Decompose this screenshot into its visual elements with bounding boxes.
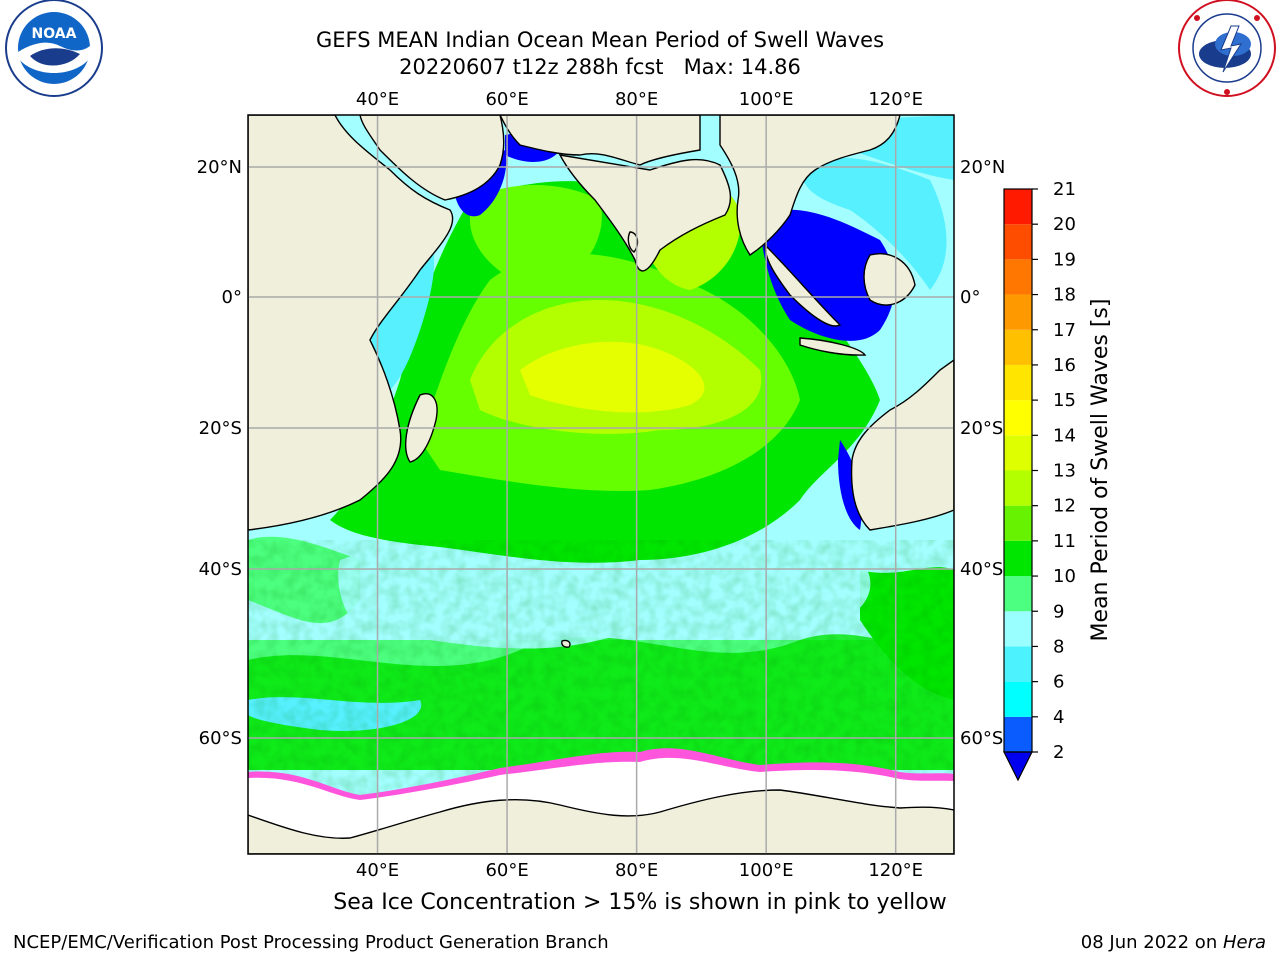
sea-ice-note: Sea Ice Concentration > 15% is shown in … [333, 890, 947, 915]
colorbar-swatch-14 [1004, 224, 1032, 260]
colorbar-tick-label-14: 19 [1053, 249, 1076, 270]
lon-label-top-0: 40°E [356, 89, 399, 110]
colorbar-swatch-8 [1004, 435, 1032, 471]
colorbar-swatch-10 [1004, 364, 1032, 401]
colorbar-tick-label-6: 11 [1053, 531, 1076, 552]
lat-label-right-4: 60°S [960, 728, 1003, 749]
noaa-logo: NOAA [5, 0, 103, 97]
footer-host: Hera [1222, 932, 1266, 953]
colorbar: 2 4 6 8 9 10 11 12 13 14 15 16 17 18 19 20 21 [1003, 179, 1076, 782]
java-landmass [799, 337, 867, 356]
se-asia-landmass [719, 115, 901, 256]
iran-landmass [499, 115, 701, 166]
colorbar-swatch-11 [1004, 329, 1032, 365]
noaa-logo-text: NOAA [32, 26, 77, 42]
colorbar-tick-label-5: 10 [1053, 566, 1076, 587]
lat-label-left-2: 20°S [199, 418, 242, 439]
lon-label-bottom-4: 120°E [868, 860, 923, 881]
colorbar-swatch-0 [1004, 716, 1032, 752]
footer-branch: NCEP/EMC/Verification Post Processing Pr… [13, 932, 609, 953]
colorbar-tick-label-7: 12 [1053, 496, 1076, 517]
arabian-sea-swell [470, 185, 602, 290]
antarctica-landmass [248, 789, 954, 854]
colorbar-tick-label-2: 6 [1053, 672, 1064, 693]
map-frame [247, 114, 955, 855]
lon-label-bottom-2: 80°E [615, 860, 658, 881]
lon-label-bottom-0: 40°E [356, 860, 399, 881]
land-masses [248, 115, 954, 854]
sri-lanka-landmass [627, 231, 639, 253]
lon-label-bottom-3: 100°E [739, 860, 794, 881]
colorbar-swatch-6 [1004, 505, 1032, 541]
colorbar-tick-label-15: 20 [1053, 214, 1076, 235]
colorbar-tick-label-10: 15 [1053, 390, 1076, 411]
colorbar-tick-label-4: 9 [1053, 601, 1064, 622]
map-axis-labels: 40°E 40°E 60°E 60°E 80°E 80°E 100°E 100°E 120°E 1… [197, 89, 1006, 881]
lat-label-left-1: 0° [222, 287, 242, 308]
colorbar-swatch-4 [1004, 576, 1032, 612]
colorbar-tick-label-11: 16 [1053, 355, 1076, 376]
nws-logo [1178, 0, 1276, 97]
colorbar-swatch-13 [1004, 259, 1032, 295]
colorbar-tick-label-9: 14 [1053, 425, 1076, 446]
footer-date: 08 Jun 2022 on Hera [1081, 932, 1266, 953]
colorbar-swatch-7 [1004, 470, 1032, 506]
lat-label-left-3: 40°S [199, 559, 242, 580]
colorbar-swatch-15 [1004, 189, 1032, 225]
lon-label-bottom-1: 60°E [485, 860, 528, 881]
lon-label-top-2: 80°E [615, 89, 658, 110]
somali-coast-swell [370, 240, 435, 390]
colorbar-swatch-1 [1004, 681, 1032, 717]
central-swell-max [520, 341, 705, 413]
lon-label-top-1: 60°E [485, 89, 528, 110]
lon-label-top-4: 120°E [868, 89, 923, 110]
lat-label-right-3: 40°S [960, 559, 1003, 580]
colorbar-extend-arrow [1003, 751, 1033, 782]
colorbar-swatch-3 [1004, 611, 1032, 647]
colorbar-swatch-12 [1004, 294, 1032, 330]
colorbar-swatch-2 [1004, 646, 1032, 682]
sumatra-landmass [764, 243, 842, 327]
colorbar-tick-label-16: 21 [1053, 179, 1076, 200]
colorbar-tick-label-3: 8 [1053, 636, 1064, 657]
lat-label-left-0: 20°N [197, 157, 242, 178]
australia-landmass [850, 359, 954, 531]
india-landmass [558, 154, 732, 272]
lat-label-left-4: 60°S [199, 728, 242, 749]
colorbar-tick-label-8: 13 [1053, 461, 1076, 482]
colorbar-swatch-5 [1004, 540, 1032, 577]
footer-date-text: 08 Jun 2022 on [1080, 932, 1223, 953]
colorbar-tick-label-1: 4 [1053, 707, 1064, 728]
map-panel [248, 115, 954, 854]
map-gridlines [248, 115, 954, 854]
south-china-sea-swell [800, 157, 947, 290]
map-title: GEFS MEAN Indian Ocean Mean Period of Sw… [315, 28, 885, 52]
africa-landmass [248, 115, 454, 531]
colorbar-tick-label-12: 17 [1053, 320, 1076, 341]
arabia-landmass [359, 115, 505, 201]
colorbar-label: Mean Period of Swell Waves [s] [1088, 299, 1113, 642]
colorbar-tick-label-0: 2 [1053, 742, 1064, 763]
lat-label-right-2: 20°S [960, 418, 1003, 439]
colorbar-tick-label-13: 18 [1053, 285, 1076, 306]
kerguelen-island [561, 639, 571, 648]
lon-label-top-3: 100°E [739, 89, 794, 110]
colorbar-swatch-9 [1004, 400, 1032, 436]
se-asia-low-swell [760, 209, 895, 341]
lat-label-right-0: 20°N [960, 157, 1005, 178]
lat-label-right-1: 0° [960, 287, 980, 308]
map-subtitle: 20220607 t12z 288h fcst Max: 14.86 [399, 55, 801, 79]
